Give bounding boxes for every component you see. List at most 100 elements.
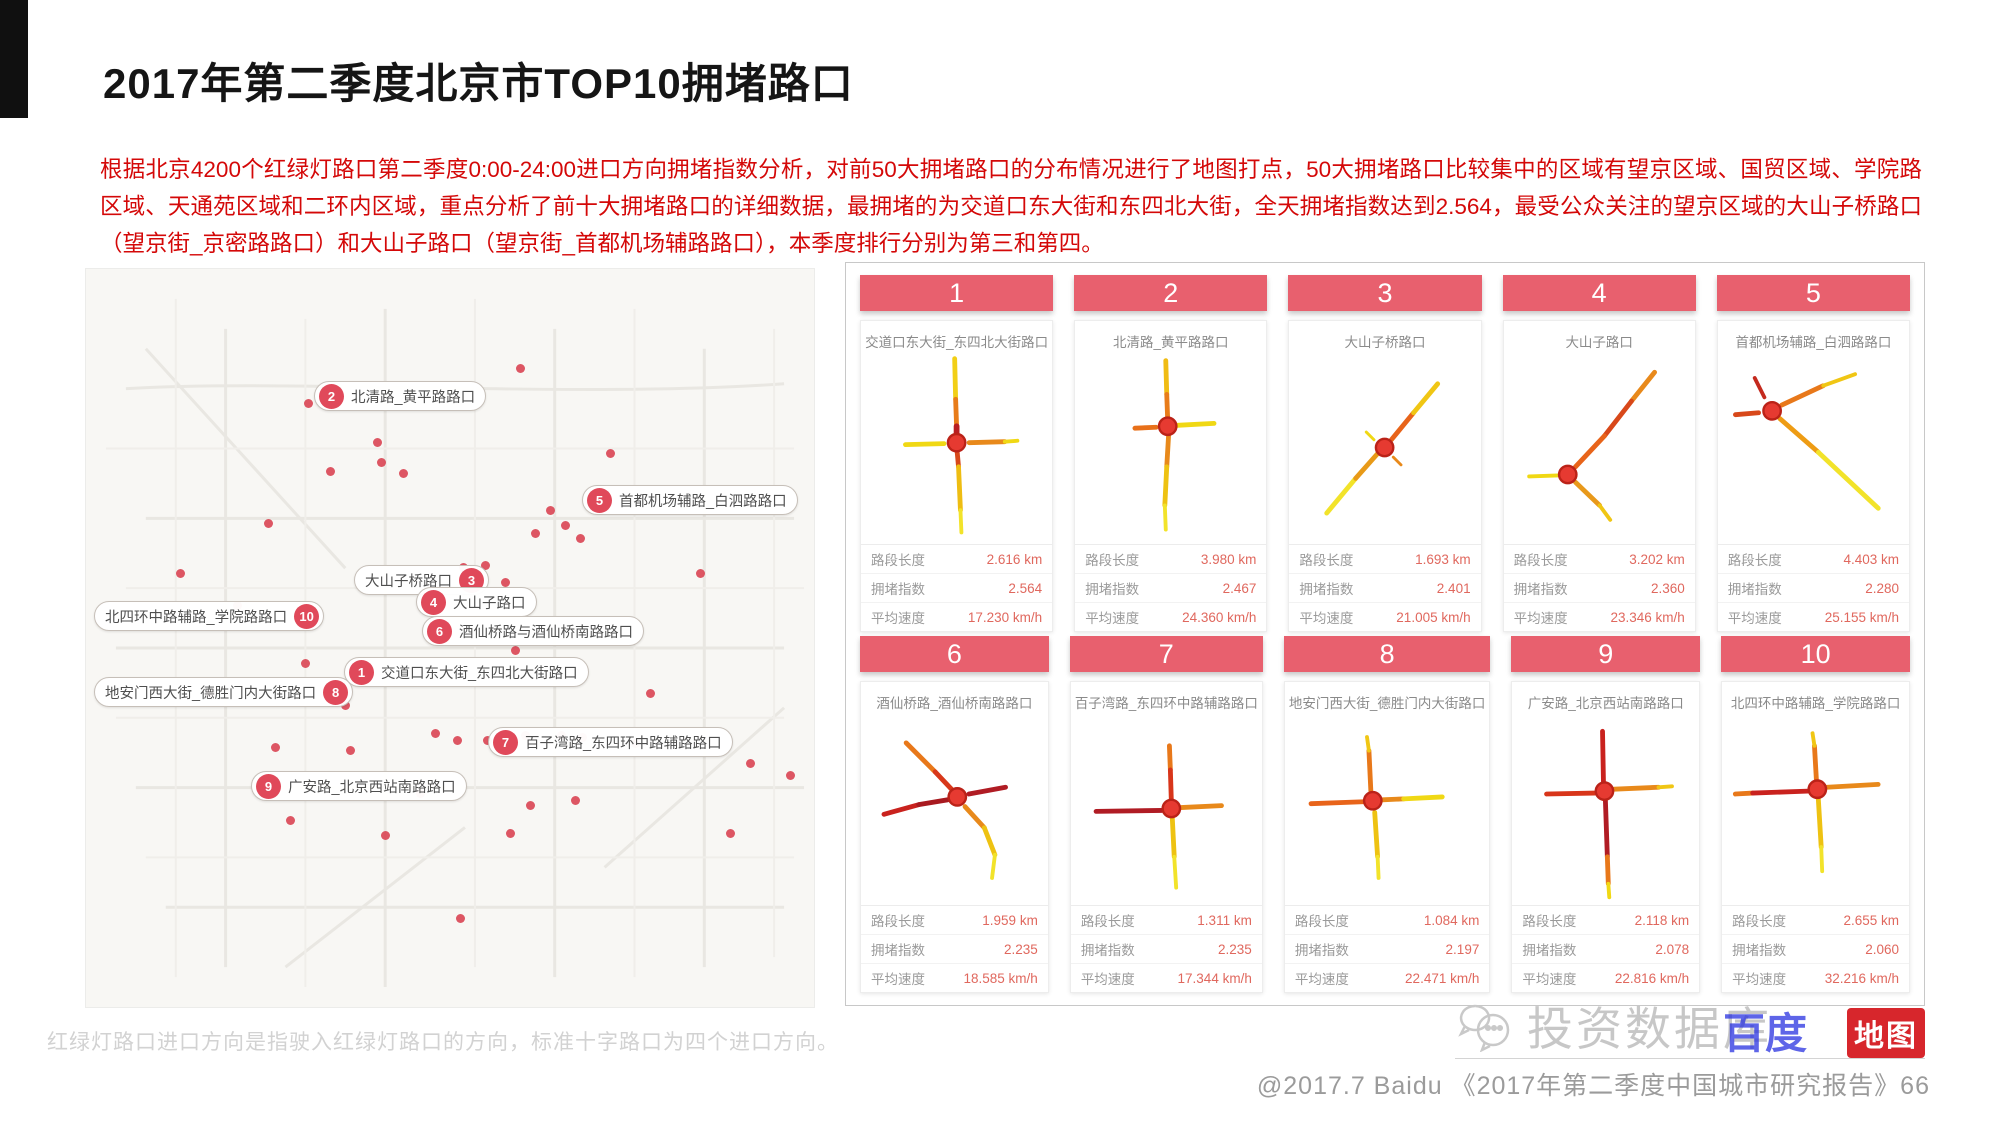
index-value: 2.060: [1865, 941, 1899, 957]
rank-number: 1: [949, 277, 965, 308]
rank-number: 5: [1805, 277, 1821, 308]
congestion-dot: [377, 458, 386, 467]
congestion-dot: [571, 796, 580, 805]
map-marker: 6 酒仙桥路与酒仙桥南路路口: [422, 616, 644, 646]
attribution-line: @2017.7 Baidu 《2017年第二季度中国城市研究报告》66: [1256, 1072, 1930, 1100]
stat-row-index: 拥堵指数 2.564: [861, 573, 1053, 602]
intersection-name: 大山子路口: [1565, 335, 1633, 350]
congestion-dot: [264, 519, 273, 528]
stat-row-speed: 平均速度 21.005 km/h: [1289, 602, 1481, 631]
baidu-logo-text: 百度: [1722, 1010, 1807, 1057]
index-label: 拥堵指数: [1727, 582, 1782, 597]
stat-row-length: 路段长度 3.980 km: [1075, 545, 1266, 573]
rank-header: 7: [1069, 636, 1263, 672]
cards-row-2: 6 酒仙桥路_酒仙桥南路路口 路段长度 1.959 km 拥堵指数 2.235 …: [860, 636, 1910, 993]
intersection-diagram: [881, 740, 1008, 880]
length-value: 1.084 km: [1423, 912, 1480, 928]
intersection-name: 大山子桥路口: [1344, 335, 1426, 350]
stat-row-length: 路段长度 3.202 km: [1504, 545, 1695, 573]
intersection-name: 北清路_黄平路路口: [1113, 335, 1229, 350]
intersection-diagram: [1544, 728, 1675, 900]
rank-card-body: 北四环中路辅路_学院路路口 路段长度 2.655 km 拥堵指数 2.060 平…: [1721, 681, 1910, 993]
rank-header: 6: [860, 636, 1049, 672]
stat-row-speed: 平均速度 18.585 km/h: [861, 963, 1048, 992]
length-label: 路段长度: [1522, 914, 1577, 929]
index-value: 2.360: [1651, 580, 1685, 596]
marker-rank-badge: 10: [294, 603, 320, 629]
intersection-diagram: [1093, 743, 1224, 890]
speed-value: 18.585 km/h: [963, 970, 1038, 986]
congestion-dot: [326, 467, 335, 476]
length-value: 3.202 km: [1629, 551, 1685, 567]
intersection-diagram: [1132, 358, 1217, 532]
index-value: 2.280: [1865, 580, 1899, 596]
speed-label: 平均速度: [871, 972, 925, 987]
intro-paragraph: 根据北京4200个红绿灯路口第二季度0:00-24:00进口方向拥堵指数分析，对…: [100, 156, 1922, 256]
marker-label: 大山子路口: [453, 595, 526, 612]
index-label: 拥堵指数: [871, 582, 925, 597]
rank-card: 8 地安门西大街_德胜门内大街路口 路段长度 1.084 km 拥堵指数 2.1…: [1283, 636, 1491, 993]
rank-header: 8: [1283, 636, 1491, 672]
speed-value: 21.005 km/h: [1396, 609, 1471, 625]
speed-label: 平均速度: [1522, 972, 1577, 987]
marker-rank-badge: 1: [349, 659, 374, 685]
congestion-dot: [483, 736, 492, 745]
rank-card-body: 北清路_黄平路路口 路段长度 3.980 km 拥堵指数 2.467 平均速度 …: [1074, 320, 1268, 632]
length-value: 1.959 km: [982, 912, 1038, 928]
speed-label: 平均速度: [1727, 611, 1782, 626]
intersection-name: 酒仙桥路_酒仙桥南路路口: [876, 696, 1033, 711]
rank-card-body: 交道口东大街_东四北大街路口 路段长度 2.616 km 拥堵指数 2.564 …: [860, 320, 1054, 632]
speed-value: 17.344 km/h: [1177, 970, 1252, 986]
stat-row-speed: 平均速度 32.216 km/h: [1722, 963, 1909, 992]
rank-card: 6 酒仙桥路_酒仙桥南路路口 路段长度 1.959 km 拥堵指数 2.235 …: [860, 636, 1049, 993]
rank-number: 10: [1800, 638, 1831, 669]
marker-rank-badge: 5: [587, 487, 612, 513]
top10-cards-panel: 1 交道口东大街_东四北大街路口 路段长度 2.616 km 拥堵指数 2.56…: [845, 262, 1925, 1006]
speed-label: 平均速度: [871, 611, 925, 626]
map-marker: 4 大山子路口: [416, 587, 537, 617]
congestion-dot: [531, 529, 540, 538]
rank-card: 7 百子湾路_东四环中路辅路路口 路段长度 1.311 km 拥堵指数 2.23…: [1069, 636, 1263, 993]
stat-row-length: 路段长度 1.084 km: [1285, 906, 1490, 934]
stats-block: 路段长度 2.118 km 拥堵指数 2.078 平均速度 22.816 km/…: [1512, 905, 1700, 992]
rank-header: 2: [1074, 275, 1268, 311]
speed-label: 平均速度: [1513, 611, 1568, 626]
rank-card: 2 北清路_黄平路路口 路段长度 3.980 km 拥堵指数 2.467 平均速…: [1074, 275, 1268, 632]
congestion-dot: [373, 438, 382, 447]
congestion-dot: [456, 914, 465, 923]
intersection-name: 地安门西大街_德胜门内大街路口: [1288, 696, 1486, 711]
congestion-dot: [606, 449, 615, 458]
intersection-name: 广安路_北京西站南路路口: [1527, 696, 1684, 711]
stats-block: 路段长度 2.655 km 拥堵指数 2.060 平均速度 32.216 km/…: [1722, 905, 1909, 992]
intersection-name: 北四环中路辅路_学院路路口: [1730, 696, 1901, 711]
speed-value: 22.471 km/h: [1405, 970, 1480, 986]
stats-block: 路段长度 1.084 km 拥堵指数 2.197 平均速度 22.471 km/…: [1284, 905, 1490, 992]
rank-number: 2: [1163, 277, 1179, 308]
index-label: 拥堵指数: [1080, 943, 1135, 958]
stat-row-index: 拥堵指数 2.060: [1722, 934, 1909, 963]
marker-label: 广安路_北京西站南路路口: [288, 779, 456, 796]
intersection-diagram: [1308, 735, 1445, 880]
length-value: 4.403 km: [1843, 551, 1899, 567]
rank-header: 9: [1511, 636, 1701, 672]
stat-row-speed: 平均速度 17.230 km/h: [861, 602, 1053, 631]
index-label: 拥堵指数: [1299, 582, 1354, 597]
rank-card: 10 北四环中路辅路_学院路路口 路段长度 2.655 km 拥堵指数 2.06…: [1721, 636, 1910, 993]
stat-row-speed: 平均速度 22.816 km/h: [1512, 963, 1700, 992]
speed-value: 22.816 km/h: [1614, 970, 1690, 986]
congestion-dot: [286, 816, 295, 825]
rank-number: 8: [1379, 638, 1395, 669]
stats-block: 路段长度 1.693 km 拥堵指数 2.401 平均速度 21.005 km/…: [1289, 544, 1481, 631]
rank-header: 3: [1288, 275, 1482, 311]
marker-label: 交道口东大街_东四北大街路口: [381, 665, 578, 682]
map-marker: 8 地安门西大街_德胜门内大街路口: [94, 677, 354, 707]
intersection-name: 百子湾路_东四环中路辅路路口: [1074, 696, 1258, 711]
congestion-dot: [453, 736, 462, 745]
rank-number: 7: [1158, 638, 1174, 669]
rank-card-body: 广安路_北京西站南路路口 路段长度 2.118 km 拥堵指数 2.078 平均…: [1511, 681, 1701, 993]
intersection-name: 交道口东大街_东四北大街路口: [865, 335, 1049, 350]
intersection-name: 首都机场辅路_白泗路路口: [1735, 335, 1892, 350]
marker-label: 北四环中路辅路_学院路路口: [105, 609, 288, 626]
marker-label: 北清路_黄平路路口: [351, 389, 476, 406]
index-label: 拥堵指数: [871, 943, 925, 958]
